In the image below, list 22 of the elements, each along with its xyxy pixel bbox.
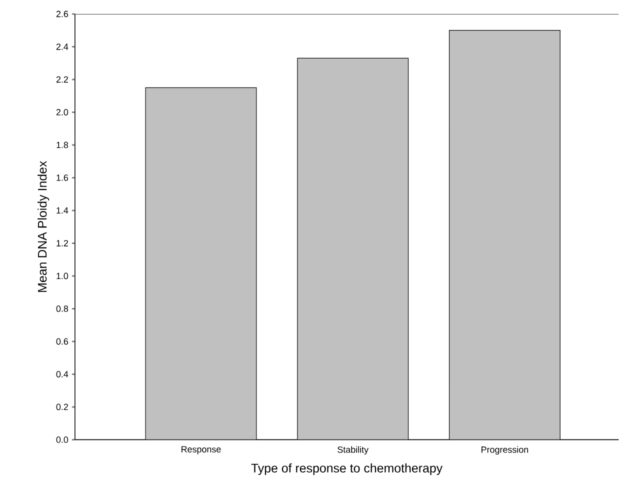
bar	[448, 30, 560, 440]
y-tick-label: 1.0	[56, 272, 68, 280]
y-tick-label: 1.6	[56, 174, 68, 182]
y-tick-label: 2.4	[56, 44, 68, 50]
y-tick-label: 1.2	[56, 240, 68, 247]
x-axis-title: Type of response to chemotherapy	[251, 464, 443, 476]
y-tick-label: 1.8	[56, 142, 68, 148]
y-tick-label: 0.6	[56, 338, 68, 345]
bar	[297, 58, 409, 440]
y-tick-label: 2.2	[56, 76, 68, 83]
y-tick-label: 2.0	[56, 109, 68, 116]
y-tick-label: 0.2	[56, 404, 68, 410]
y-tick-label: 0.4	[56, 371, 68, 378]
y-tick-label: 0.0	[56, 436, 68, 444]
y-axis-title: Mean DNA Ploidy Index	[38, 161, 50, 292]
x-tick-label: Response	[182, 446, 221, 454]
bar	[145, 88, 257, 440]
y-tick-label: 2.6	[56, 10, 68, 18]
y-tick-label: 1.4	[56, 208, 68, 214]
x-tick-label: Progression	[482, 446, 528, 455]
y-tick-label: 0.8	[56, 306, 68, 312]
x-tick-label: Stability	[338, 446, 369, 455]
